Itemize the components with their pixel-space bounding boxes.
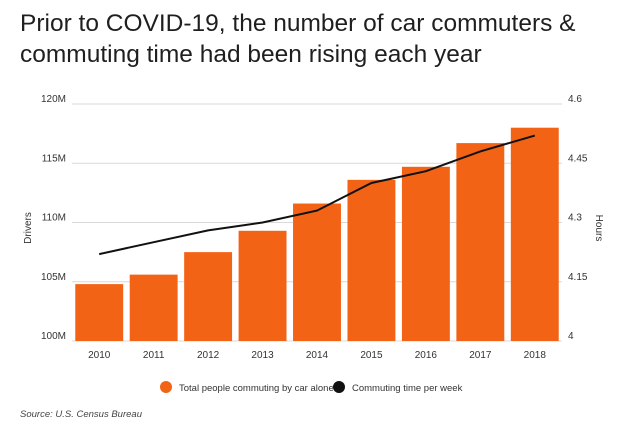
y2-tick-label: 4.15	[568, 272, 588, 283]
bar	[347, 179, 396, 341]
y2-tick-label: 4.45	[568, 153, 588, 164]
y-tick-label: 110M	[42, 213, 66, 224]
legend-bar-swatch	[160, 381, 172, 393]
legend-line-swatch	[333, 381, 345, 393]
x-tick-label: 2017	[469, 350, 492, 361]
bar-series	[75, 127, 559, 341]
legend-bar-label: Total people commuting by car alone	[179, 383, 334, 394]
x-tick-label: 2010	[88, 350, 111, 361]
y2-axis-title: Hours	[593, 215, 604, 242]
bar	[129, 274, 178, 341]
bar	[510, 127, 559, 341]
y-tick-label: 115M	[42, 153, 66, 164]
line-series	[98, 134, 536, 256]
y-tick-label: 120M	[41, 94, 66, 105]
x-tick-label: 2013	[251, 350, 274, 361]
x-tick-label: 2016	[415, 350, 438, 361]
y-tick-label: 105M	[41, 272, 66, 283]
y2-tick-label: 4	[568, 331, 574, 342]
bar	[238, 230, 287, 341]
bar	[401, 166, 450, 341]
x-tick-label: 2015	[360, 350, 383, 361]
y2-tick-label: 4.6	[568, 94, 582, 105]
y-tick-label: 100M	[41, 331, 66, 342]
left-axis-ticks: 100M 105M 110M 115M 120M	[41, 94, 66, 342]
chart-title: Prior to COVID-19, the number of car com…	[20, 10, 576, 68]
x-axis-ticks: 2010 2011 2012 2013 2014 2015 2016 2017 2018	[88, 350, 546, 361]
series-line	[98, 134, 536, 256]
x-tick-label: 2011	[143, 350, 165, 361]
bar	[456, 143, 505, 341]
x-tick-label: 2012	[197, 350, 220, 361]
bar	[293, 203, 341, 341]
legend: Total people commuting by car alone Comm…	[160, 381, 463, 394]
x-tick-label: 2018	[524, 350, 547, 361]
source-note: Source: U.S. Census Bureau	[20, 409, 142, 420]
bar	[75, 284, 124, 341]
bar	[184, 252, 233, 341]
y-axis-title: Drivers	[23, 212, 34, 244]
legend-line-label: Commuting time per week	[352, 383, 463, 394]
right-axis-ticks: 4 4.15 4.3 4.45 4.6	[568, 94, 588, 342]
y2-tick-label: 4.3	[568, 213, 582, 224]
x-tick-label: 2014	[306, 350, 329, 361]
